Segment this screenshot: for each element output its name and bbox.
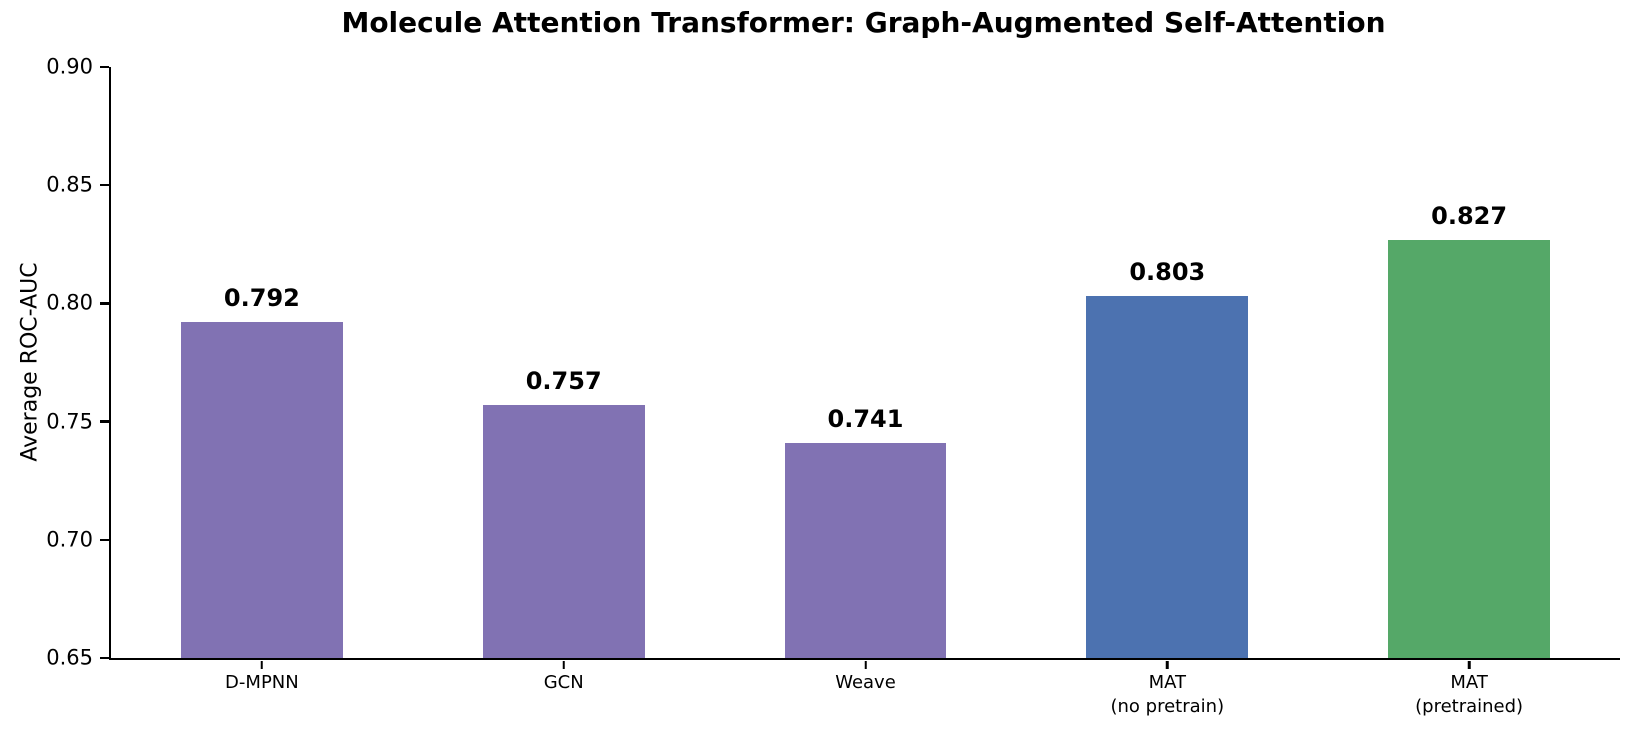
x-tick-label: D-MPNN [225,672,299,693]
y-tick-label: 0.70 [46,527,93,552]
chart-title: Molecule Attention Transformer: Graph-Au… [341,6,1386,39]
bar-value-label: 0.827 [1431,201,1508,230]
y-tick-label: 0.85 [46,172,93,197]
y-tick-label: 0.65 [46,645,93,670]
bar-value-label: 0.803 [1129,258,1206,287]
bar [181,322,343,658]
y-tick-label: 0.75 [46,409,93,434]
bar-value-label: 0.792 [223,284,300,313]
y-tick-mark [100,183,109,187]
x-tick-label: MAT (no pretrain) [1110,672,1225,718]
plot-area: 0.65 0.70 0.75 0.80 0.85 0.90 0.792 D-MPNN 0.757… [46,56,1620,717]
y-tick-mark [100,420,109,423]
bar-value-label: 0.757 [525,367,602,396]
x-tick-mark [864,660,867,669]
x-tick-label: GCN [543,672,584,693]
bar-value-label: 0.741 [827,404,904,433]
y-tick-mark [100,302,109,305]
x-tick-mark [562,660,565,669]
x-tick-mark [260,660,264,669]
bar [784,442,947,658]
bar [1388,239,1550,658]
x-tick-label: Weave [835,672,896,693]
y-tick-label: 0.90 [46,54,93,79]
bar [1086,296,1249,658]
x-tick-mark [1467,660,1471,669]
y-tick-mark [100,656,109,660]
y-axis-label: Average ROC-AUC [17,262,43,462]
x-tick-mark [1166,660,1169,669]
y-tick-label: 0.80 [46,290,93,315]
x-tick-label: MAT (pretrained) [1415,672,1524,718]
bar [482,405,645,658]
y-tick-mark [100,65,109,69]
y-tick-mark [100,538,109,542]
